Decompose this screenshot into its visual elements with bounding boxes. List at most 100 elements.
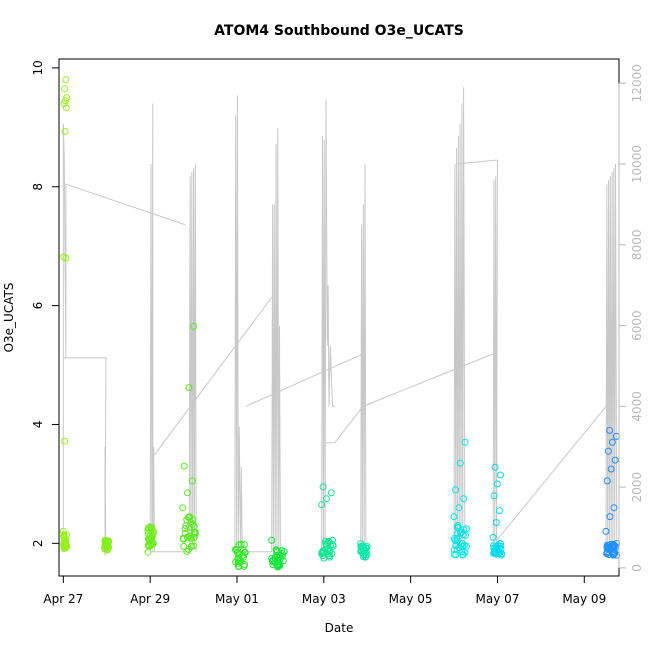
data-point [63, 94, 71, 102]
y-tick-label: 6 [31, 302, 45, 310]
y2-tick-label: 4000 [630, 391, 644, 422]
data-point [144, 548, 152, 556]
data-point [456, 459, 464, 467]
x-tick-label: Apr 29 [130, 592, 170, 606]
altitude-trace [65, 183, 186, 226]
altitude-trace [362, 353, 494, 407]
data-point [491, 463, 499, 471]
data-point [489, 533, 497, 541]
x-tick-label: May 07 [475, 592, 519, 606]
data-point [145, 541, 152, 549]
data-point [453, 534, 461, 542]
y2-tick-label: 10000 [630, 145, 644, 183]
x-tick-label: May 09 [562, 592, 606, 606]
data-point [183, 548, 191, 555]
altitude-trace [360, 163, 367, 552]
data-point [493, 480, 501, 488]
data-point [450, 535, 458, 542]
data-point [496, 540, 504, 548]
data-point [450, 513, 458, 521]
data-point [357, 540, 365, 548]
data-point [460, 541, 468, 549]
data-point [607, 465, 615, 473]
data-point [493, 545, 501, 553]
data-point [610, 504, 618, 512]
y2-tick-label: 12000 [630, 64, 644, 102]
y-tick-label: 2 [31, 539, 45, 547]
data-point [232, 546, 240, 554]
data-point [490, 492, 498, 500]
data-point [241, 549, 249, 557]
data-point [190, 533, 198, 541]
data-point [604, 447, 612, 455]
data-point [319, 483, 327, 491]
data-point [234, 559, 242, 567]
data-point [62, 76, 70, 84]
y-tick-label: 4 [31, 421, 45, 429]
data-point [606, 426, 614, 434]
data-point [180, 542, 188, 550]
data-point [459, 551, 467, 559]
data-point [318, 501, 326, 509]
data-point [187, 534, 194, 542]
data-point [190, 528, 198, 536]
data-point [189, 520, 196, 528]
data-point [323, 495, 330, 503]
y2-tick-label: 2000 [630, 472, 644, 503]
data-point [361, 551, 369, 558]
data-point [458, 528, 466, 536]
data-point [274, 563, 282, 571]
data-point [463, 525, 471, 533]
data-point [603, 548, 611, 555]
data-point [497, 471, 504, 479]
data-point [280, 548, 288, 555]
data-point [60, 532, 68, 540]
data-point [179, 534, 187, 542]
data-point [606, 513, 614, 521]
x-axis: Apr 27 Apr 29 May 01 May 03 May 05 May 07 May … [43, 575, 606, 606]
altitude-trace [154, 297, 273, 456]
o3e-ucats-series [59, 76, 621, 571]
data-point [326, 547, 334, 554]
data-point [268, 554, 276, 562]
altitude-trace [456, 159, 498, 165]
altitude-trace [245, 353, 364, 407]
data-point [461, 438, 469, 446]
left-y-axis: 2 4 6 8 10 [31, 60, 60, 547]
data-point [275, 562, 283, 570]
right-y-axis: 0 2000 4000 6000 8000 10000 12000 [618, 64, 644, 572]
data-point [454, 522, 462, 529]
y2-tick-label: 6000 [630, 310, 644, 341]
data-point [237, 540, 245, 548]
data-point [453, 546, 461, 554]
data-point [497, 545, 505, 553]
data-point [59, 527, 67, 535]
altitude-trace [326, 406, 364, 444]
data-point [240, 562, 248, 570]
data-point [279, 557, 287, 565]
altitude-trace [497, 406, 607, 540]
data-point [460, 495, 468, 503]
altitude-trace [271, 127, 281, 556]
altitude-trace [321, 99, 335, 552]
data-point [188, 477, 196, 485]
data-point [609, 551, 617, 559]
data-point [611, 456, 619, 464]
altitude-trace [234, 95, 244, 553]
data-point [324, 539, 332, 547]
data-point [148, 532, 156, 540]
data-point [185, 384, 193, 392]
data-point [329, 542, 337, 550]
data-point [234, 555, 242, 563]
data-point [496, 507, 503, 515]
data-point [62, 536, 70, 544]
data-point [61, 437, 69, 445]
data-point [61, 544, 69, 552]
data-point [145, 524, 153, 532]
data-point [102, 538, 110, 546]
data-point [492, 519, 500, 526]
data-point [455, 504, 463, 512]
data-point [607, 541, 615, 548]
altitude-trace [188, 163, 197, 552]
